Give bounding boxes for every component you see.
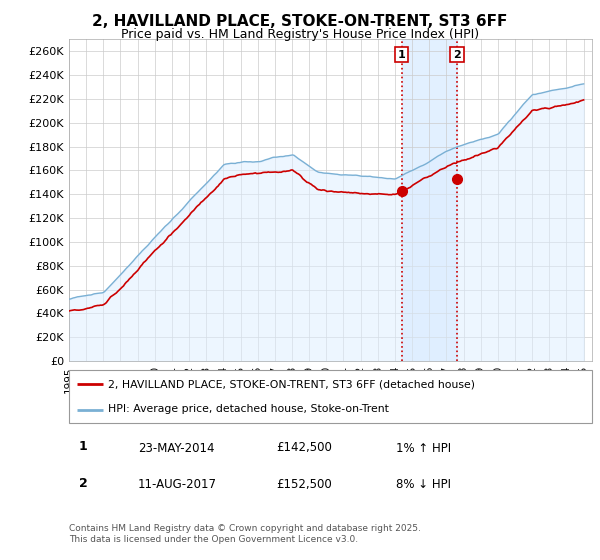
Text: 2, HAVILLAND PLACE, STOKE-ON-TRENT, ST3 6FF: 2, HAVILLAND PLACE, STOKE-ON-TRENT, ST3 …: [92, 14, 508, 29]
Text: 8% ↓ HPI: 8% ↓ HPI: [396, 478, 451, 491]
Text: HPI: Average price, detached house, Stoke-on-Trent: HPI: Average price, detached house, Stok…: [108, 404, 389, 414]
Text: 1: 1: [398, 50, 406, 60]
Text: 11-AUG-2017: 11-AUG-2017: [138, 478, 217, 491]
Text: 2: 2: [79, 477, 88, 490]
Text: £142,500: £142,500: [276, 441, 332, 455]
FancyBboxPatch shape: [69, 370, 592, 423]
Text: 1% ↑ HPI: 1% ↑ HPI: [396, 441, 451, 455]
Text: £152,500: £152,500: [276, 478, 332, 491]
Text: Price paid vs. HM Land Registry's House Price Index (HPI): Price paid vs. HM Land Registry's House …: [121, 28, 479, 41]
Text: 1: 1: [79, 440, 88, 454]
Text: 23-MAY-2014: 23-MAY-2014: [138, 441, 215, 455]
Text: 2: 2: [453, 50, 461, 60]
Text: Contains HM Land Registry data © Crown copyright and database right 2025.
This d: Contains HM Land Registry data © Crown c…: [69, 524, 421, 544]
Bar: [401, 39, 457, 361]
Text: 2, HAVILLAND PLACE, STOKE-ON-TRENT, ST3 6FF (detached house): 2, HAVILLAND PLACE, STOKE-ON-TRENT, ST3 …: [108, 380, 475, 390]
